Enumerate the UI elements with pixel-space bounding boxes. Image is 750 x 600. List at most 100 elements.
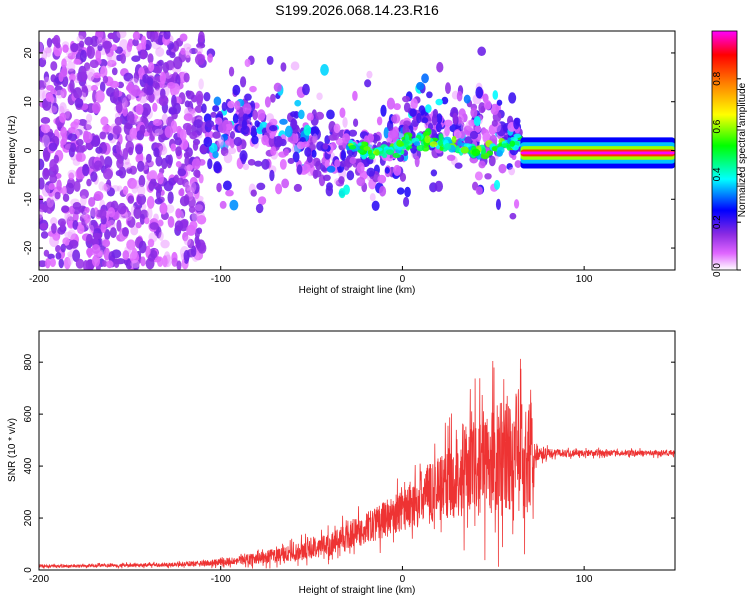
- heatmap-cell: [508, 166, 516, 176]
- heatmap-cell: [189, 48, 198, 55]
- heatmap-cell: [131, 55, 141, 63]
- heatmap-cell: [463, 94, 471, 104]
- heatmap-cell: [429, 141, 438, 147]
- heatmap-cell: [194, 105, 203, 113]
- heatmap-cell: [50, 217, 58, 226]
- heatmap-cell: [59, 112, 67, 123]
- heatmap-cell: [303, 124, 312, 136]
- heatmap-cell: [65, 182, 75, 195]
- heatmap-cell: [513, 133, 522, 139]
- heatmap-cell: [471, 148, 481, 157]
- heatmap-cell: [256, 182, 266, 191]
- heatmap-cell: [80, 145, 88, 152]
- heatmap-cell: [100, 222, 107, 234]
- heatmap-cell: [85, 68, 96, 81]
- heatmap-cell: [55, 42, 61, 49]
- heatmap-cell: [443, 119, 453, 127]
- heatmap-cell: [254, 120, 260, 128]
- heatmap-cell: [196, 214, 207, 225]
- heatmap-cell: [109, 227, 117, 239]
- heatmap-cell: [159, 71, 166, 85]
- heatmap-cell: [135, 221, 142, 229]
- heatmap-cell: [122, 106, 128, 117]
- heatmap-cell: [451, 135, 457, 144]
- heatmap-cell: [39, 208, 44, 219]
- heatmap-cell: [366, 70, 373, 79]
- heatmap-cell: [146, 31, 153, 40]
- heatmap-cell: [291, 118, 298, 129]
- heatmap-cell: [88, 196, 96, 207]
- heatmap-cell: [86, 178, 92, 187]
- heatmap-cell: [194, 53, 205, 66]
- heatmap-cell: [290, 61, 300, 71]
- heatmap-cell: [445, 82, 451, 94]
- heatmap-cell: [186, 186, 195, 197]
- heatmap-cell: [110, 44, 118, 51]
- heatmap-cell: [40, 231, 49, 239]
- heatmap-cell: [49, 159, 57, 172]
- heatmap-cell: [117, 202, 127, 215]
- heatmap-cell: [352, 118, 359, 127]
- heatmap-cell: [132, 38, 139, 47]
- heatmap-cell: [179, 128, 187, 141]
- heatmap-cell: [39, 158, 45, 171]
- heatmap-cell: [435, 122, 442, 133]
- heatmap-cell: [63, 256, 71, 270]
- heatmap-cell: [481, 148, 486, 155]
- heatmap-cell: [167, 216, 175, 228]
- heatmap-cell: [444, 125, 450, 137]
- heatmap-cell: [122, 185, 129, 196]
- heatmap-cell: [147, 53, 154, 64]
- heatmap-cell: [127, 216, 136, 228]
- heatmap-cell: [39, 41, 44, 54]
- heatmap-cell: [60, 88, 67, 99]
- heatmap-cell: [169, 51, 176, 59]
- heatmap-cell: [273, 82, 282, 92]
- y-tick-label: 800: [23, 353, 34, 370]
- heatmap-cell: [478, 102, 486, 114]
- heatmap-cell: [85, 119, 92, 131]
- heatmap-cell: [249, 85, 257, 93]
- heatmap-cell: [356, 162, 365, 174]
- heatmap-cell: [383, 127, 389, 139]
- heatmap-cell: [495, 198, 501, 211]
- heatmap-cell: [155, 226, 162, 239]
- heatmap-cell: [233, 136, 243, 147]
- heatmap-cell: [183, 250, 190, 262]
- heatmap-cell: [333, 123, 341, 134]
- heatmap-cell: [60, 220, 66, 231]
- heatmap-cell: [167, 191, 174, 204]
- heatmap-cell: [157, 145, 168, 156]
- heatmap-cell: [183, 43, 192, 50]
- heatmap-cell: [54, 191, 61, 200]
- heatmap-cell: [171, 94, 177, 108]
- heatmap-cell: [182, 231, 189, 242]
- heatmap-cell: [55, 89, 65, 99]
- heatmap-cell: [61, 205, 70, 213]
- heatmap-cell: [107, 32, 116, 40]
- heatmap-cell: [498, 163, 507, 174]
- heatmap-cell: [421, 117, 429, 124]
- heatmap-cell: [175, 161, 182, 168]
- heatmap-cell: [185, 54, 191, 63]
- heatmap-cell: [115, 141, 121, 154]
- heatmap-cell: [220, 146, 229, 157]
- heatmap-cell: [83, 131, 93, 144]
- heatmap-cell: [123, 161, 132, 170]
- heatmap-cell: [372, 134, 381, 142]
- x-tick-label: -100: [211, 274, 231, 285]
- heatmap-cell: [216, 182, 222, 193]
- heatmap-cell: [265, 113, 275, 122]
- heatmap-cell: [148, 170, 158, 183]
- heatmap-cell: [221, 101, 228, 112]
- heatmap-cell: [163, 31, 171, 40]
- heatmap-cell: [242, 113, 249, 121]
- heatmap-cell: [455, 145, 460, 153]
- heatmap-cell: [41, 184, 51, 197]
- heatmap-cell: [131, 247, 138, 260]
- heatmap-cell: [150, 249, 158, 259]
- heatmap-cell: [104, 156, 113, 169]
- heatmap-cell: [483, 99, 492, 110]
- y-tick-label: 200: [23, 509, 34, 526]
